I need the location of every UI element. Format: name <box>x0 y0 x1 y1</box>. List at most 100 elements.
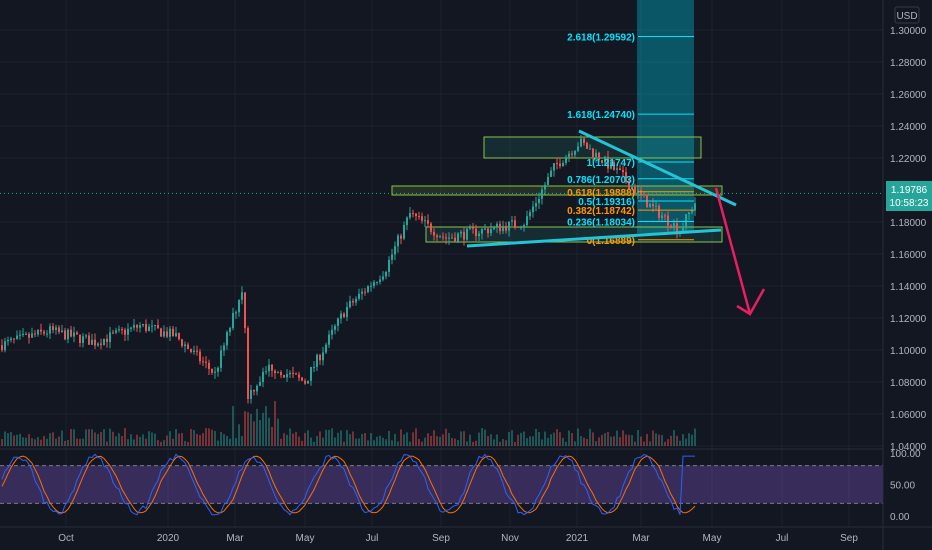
candle-body[interactable] <box>94 339 96 346</box>
candle-body[interactable] <box>28 333 30 338</box>
candle-body[interactable] <box>154 324 156 326</box>
candle-body[interactable] <box>454 237 456 242</box>
candle-body[interactable] <box>514 220 516 227</box>
candle-body[interactable] <box>232 312 234 329</box>
candle-body[interactable] <box>517 226 519 228</box>
candle-body[interactable] <box>673 223 675 229</box>
candle-body[interactable] <box>121 329 123 331</box>
candle-body[interactable] <box>22 333 24 335</box>
candle-body[interactable] <box>691 210 693 213</box>
candle-body[interactable] <box>421 216 423 221</box>
candle-body[interactable] <box>559 163 561 167</box>
candle-body[interactable] <box>490 229 492 234</box>
candle-body[interactable] <box>661 215 663 219</box>
candle-body[interactable] <box>358 293 360 299</box>
candle-body[interactable] <box>538 198 540 204</box>
candle-body[interactable] <box>415 213 417 217</box>
candle-body[interactable] <box>649 204 651 208</box>
candle-body[interactable] <box>331 329 333 335</box>
candle-body[interactable] <box>313 366 315 368</box>
candle-body[interactable] <box>382 276 384 280</box>
candle-body[interactable] <box>685 214 687 227</box>
candle-body[interactable] <box>268 364 270 372</box>
candle-body[interactable] <box>619 168 621 171</box>
candle-body[interactable] <box>298 374 300 378</box>
candle-body[interactable] <box>193 350 195 352</box>
candle-body[interactable] <box>496 223 498 227</box>
currency-badge[interactable] <box>894 6 920 24</box>
candle-body[interactable] <box>589 148 591 150</box>
candle-body[interactable] <box>4 341 6 351</box>
candle-body[interactable] <box>238 299 240 313</box>
candle-body[interactable] <box>289 372 291 375</box>
candle-body[interactable] <box>634 186 636 194</box>
candle-body[interactable] <box>169 328 171 337</box>
candle-body[interactable] <box>241 292 243 300</box>
candle-body[interactable] <box>274 370 276 374</box>
candle-body[interactable] <box>91 339 93 345</box>
stoch-d-line[interactable] <box>1 455 696 514</box>
candle-body[interactable] <box>205 361 207 363</box>
trend-lines[interactable] <box>466 129 766 316</box>
candle-body[interactable] <box>598 152 600 161</box>
candle-body[interactable] <box>10 338 12 341</box>
candle-body[interactable] <box>409 213 411 218</box>
candle-body[interactable] <box>667 215 669 226</box>
candle-body[interactable] <box>544 184 546 190</box>
candle-body[interactable] <box>448 237 450 239</box>
candle-body[interactable] <box>550 170 552 177</box>
candle-body[interactable] <box>457 233 459 242</box>
candle-body[interactable] <box>250 389 252 399</box>
candle-body[interactable] <box>70 329 72 337</box>
candle-body[interactable] <box>547 176 549 185</box>
candle-body[interactable] <box>571 153 573 155</box>
pivot-zone[interactable] <box>391 185 723 196</box>
candle-body[interactable] <box>652 204 654 207</box>
candle-body[interactable] <box>280 372 282 376</box>
candle-body[interactable] <box>394 246 396 255</box>
candle-body[interactable] <box>148 326 150 331</box>
candle-body[interactable] <box>694 203 696 211</box>
candle-body[interactable] <box>658 205 660 219</box>
candle-body[interactable] <box>337 318 339 326</box>
candle-body[interactable] <box>535 203 537 207</box>
candle-body[interactable] <box>526 216 528 226</box>
candle-body[interactable] <box>184 344 186 347</box>
projection-arrow-head[interactable] <box>736 288 766 316</box>
candle-body[interactable] <box>391 254 393 260</box>
descending-trendline[interactable] <box>578 129 737 207</box>
candle-body[interactable] <box>562 162 564 167</box>
candle-body[interactable] <box>130 327 132 329</box>
candle-body[interactable] <box>310 367 312 381</box>
candle-body[interactable] <box>565 156 567 163</box>
candle-body[interactable] <box>13 338 15 340</box>
candle-body[interactable] <box>139 325 141 328</box>
candle-body[interactable] <box>412 213 414 215</box>
stochastic-pane[interactable]: 100.00 50.00 0.00 <box>0 449 921 523</box>
candle-body[interactable] <box>508 221 510 231</box>
candle-body[interactable] <box>82 336 84 344</box>
candle-body[interactable] <box>670 225 672 229</box>
candle-body[interactable] <box>85 335 87 337</box>
candle-body[interactable] <box>334 325 336 330</box>
candle-body[interactable] <box>628 181 630 190</box>
candle-body[interactable] <box>181 339 183 347</box>
candle-body[interactable] <box>307 380 309 384</box>
candle-body[interactable] <box>352 300 354 303</box>
candle-body[interactable] <box>529 212 531 217</box>
candle-body[interactable] <box>214 371 216 373</box>
candle-body[interactable] <box>25 333 27 335</box>
candle-body[interactable] <box>328 334 330 345</box>
candle-body[interactable] <box>316 354 318 367</box>
candle-body[interactable] <box>655 205 657 207</box>
candle-body[interactable] <box>256 385 258 392</box>
candle-body[interactable] <box>55 327 57 331</box>
candle-body[interactable] <box>499 223 501 232</box>
candle-body[interactable] <box>259 382 261 386</box>
fibonacci-levels[interactable]: 2.618(1.29592) 1.618(1.24740) 1(1.21747) 0.… <box>567 33 694 247</box>
candle-body[interactable] <box>400 235 402 239</box>
candle-body[interactable] <box>103 338 105 345</box>
candle-body[interactable] <box>199 351 201 362</box>
candle-body[interactable] <box>124 329 126 335</box>
